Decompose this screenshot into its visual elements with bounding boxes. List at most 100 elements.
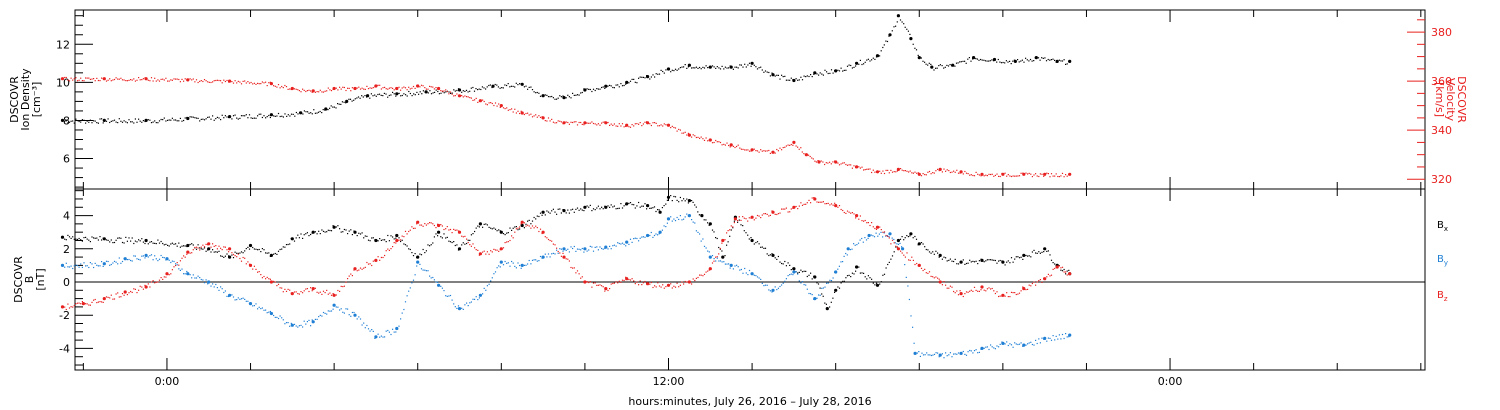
trace-dot [715,237,717,239]
trace-dot [511,235,513,237]
trace-dot [594,123,596,125]
trace-dot [197,81,199,84]
trace-dot [240,251,243,253]
trace-dot [339,309,341,311]
trace-dot [911,172,913,174]
trace-dot [321,315,323,317]
trace-dot [758,67,760,69]
trace-dot [547,253,550,255]
trace-dot [832,277,834,279]
trace-dot [572,121,574,124]
trace-dot [850,212,852,214]
trace-dot [517,110,519,112]
trace-dot [208,81,210,83]
trace-dot [613,123,615,125]
data-point [750,61,754,65]
trace-dot [907,285,909,287]
trace-dot [866,278,868,280]
trace-dot [245,114,247,116]
trace-dot [462,90,464,92]
trace-dot [231,294,233,296]
trace-dot [218,117,220,119]
trace-dot [398,86,400,88]
trace-dot [989,60,991,62]
trace-dot [379,259,381,261]
trace-dot [713,231,715,233]
data-point [374,335,378,339]
trace-dot [496,230,498,232]
trace-dot [121,241,124,244]
trace-dot [781,284,783,286]
trace-dot [1063,268,1065,271]
trace-dot [588,281,590,284]
trace-dot [671,125,673,127]
trace-dot [120,262,122,264]
trace-dot [848,274,850,276]
trace-dot [242,256,244,259]
trace-dot [567,248,569,250]
trace-dot [991,59,993,61]
trace-dot [1039,252,1041,254]
legend-sub: x [1444,225,1448,233]
trace-dot [855,217,857,219]
trace-dot [456,229,458,231]
trace-dot [694,135,696,137]
trace-dot [612,206,614,208]
trace-dot [687,202,689,204]
trace-dot [401,239,403,241]
trace-dot [602,121,604,123]
trace-dot [1004,172,1006,174]
trace-dot [859,59,861,61]
plasma-panel-frame [74,9,1426,190]
trace-dot [422,85,424,87]
trace-dot [273,280,275,282]
trace-dot [347,233,349,235]
trace-dot [488,102,490,104]
trace-dot [228,295,230,298]
trace-dot [797,208,799,210]
trace-dot [155,243,157,245]
data-point [248,243,253,248]
trace-dot [967,291,969,293]
trace-dot [277,283,280,285]
trace-dot [213,119,215,121]
trace-dot [189,116,191,118]
trace-dot [935,276,937,278]
trace-dot [589,281,591,283]
trace-dot [387,96,389,98]
data-point [721,238,725,243]
trace-dot [829,161,831,163]
trace-dot [891,237,893,239]
data-point [60,77,65,81]
trace-dot [792,144,794,146]
trace-dot [247,246,249,248]
trace-dot [308,89,310,91]
trace-dot [491,102,493,105]
trace-dot [580,121,582,124]
trace-dot [154,120,156,122]
trace-dot [589,122,591,124]
trace-dot [287,288,289,290]
trace-dot [556,247,558,249]
trace-dot [429,85,431,87]
trace-dot [618,123,620,125]
trace-dot [729,65,731,67]
trace-dot [893,238,895,241]
trace-dot [933,277,935,279]
trace-dot [424,269,426,271]
trace-dot [351,311,353,314]
trace-dot [486,104,488,106]
trace-dot [700,274,702,276]
data-point [457,307,462,311]
trace-dot [147,119,149,121]
trace-dot [732,145,734,147]
trace-dot [925,174,927,176]
trace-dot [1068,174,1070,176]
trace-dot [494,102,497,104]
trace-dot [968,57,970,59]
trace-dot [549,120,551,122]
trace-dot [466,238,468,240]
trace-dot [671,200,673,202]
data-point [332,293,336,297]
trace-dot [149,119,151,121]
